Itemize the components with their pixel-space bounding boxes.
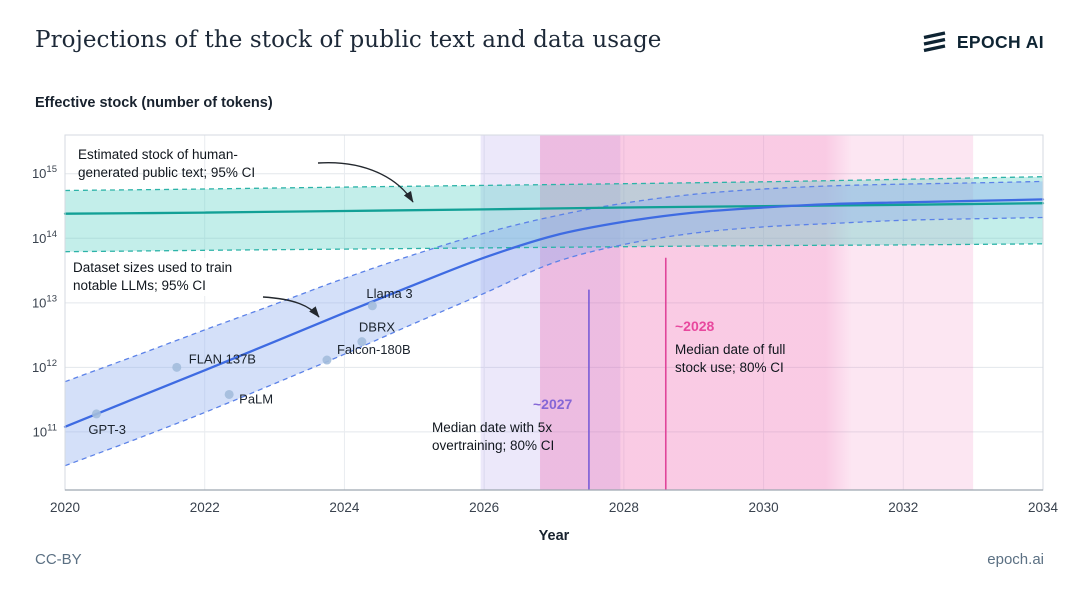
full-use-annotation-text: Median date of full stock use; 80% CI xyxy=(675,342,786,375)
page-title: Projections of the stock of public text … xyxy=(35,27,662,53)
x-tick-label: 2026 xyxy=(469,500,499,515)
brand-name: EPOCH AI xyxy=(956,31,1044,52)
model-label: PaLM xyxy=(239,391,273,406)
model-point xyxy=(322,355,332,365)
x-tick-label: 2030 xyxy=(749,500,779,515)
ci-bound-line xyxy=(64,176,1044,192)
x-tick-label: 2024 xyxy=(329,500,360,515)
ci-bound-line xyxy=(64,243,1044,253)
y-tick-label: 1011 xyxy=(33,422,57,439)
annotation-dataset-sizes: Dataset sizes used to train notable LLMs… xyxy=(70,258,271,296)
arrow-to-dataset-line xyxy=(262,296,320,318)
x-tick-label: 2028 xyxy=(609,500,639,515)
x-tick-label: 2022 xyxy=(190,500,220,515)
annotation-human-stock: Estimated stock of human-generated publi… xyxy=(78,147,256,180)
full_use-ci-region xyxy=(540,135,974,490)
event-lines xyxy=(588,257,667,490)
overtraining-annotation-text: Median date with 5x overtraining; 80% CI xyxy=(432,420,555,453)
epoch-ai-logo: EPOCH AI xyxy=(921,30,1044,54)
y-tick-label: 1013 xyxy=(32,293,57,310)
model-label: DBRX xyxy=(359,320,395,335)
model-point xyxy=(367,301,377,311)
x-tick-label: 2034 xyxy=(1028,500,1059,515)
median-line xyxy=(63,198,1045,428)
model-label: Llama 3 xyxy=(366,286,412,301)
x-axis-title: Year xyxy=(539,528,570,544)
license-label: CC-BY xyxy=(35,551,82,568)
site-link[interactable]: epoch.ai xyxy=(987,551,1044,568)
full-use-median-year-label: ~2028 xyxy=(675,318,715,334)
annotation-arrows xyxy=(262,161,414,318)
bands xyxy=(64,176,1044,467)
overtraining-median-year-label: ~2027 xyxy=(533,396,573,412)
model-points: GPT-3 FLAN 137B PaLM Falcon-180B DBRX Llama 3 xyxy=(88,286,412,437)
model-point xyxy=(357,337,367,347)
arrow-to-stock-line xyxy=(317,161,414,203)
model-point xyxy=(224,389,234,399)
x-tick-label: 2032 xyxy=(888,500,918,515)
y-tick-label: 1012 xyxy=(32,358,57,375)
median-line xyxy=(63,202,1045,215)
model-label: FLAN 137B xyxy=(189,351,256,366)
epoch-logo-icon xyxy=(923,31,946,53)
y-tick-label: 1015 xyxy=(32,164,57,181)
ci-bound-line xyxy=(64,180,1044,383)
model-label: Falcon-180B xyxy=(337,342,411,357)
ci-band xyxy=(65,176,1043,252)
model-point xyxy=(91,409,101,419)
median-lines xyxy=(63,198,1045,428)
model-point xyxy=(172,362,182,372)
y-tick-label: 1014 xyxy=(32,229,57,246)
ci-band xyxy=(65,181,1043,466)
ci-regions xyxy=(480,135,974,490)
y-axis-title: Effective stock (number of tokens) xyxy=(35,95,273,111)
x-tick-label: 2020 xyxy=(50,500,80,515)
model-label: GPT-3 xyxy=(88,422,126,437)
ci-bound-line xyxy=(64,216,1044,467)
